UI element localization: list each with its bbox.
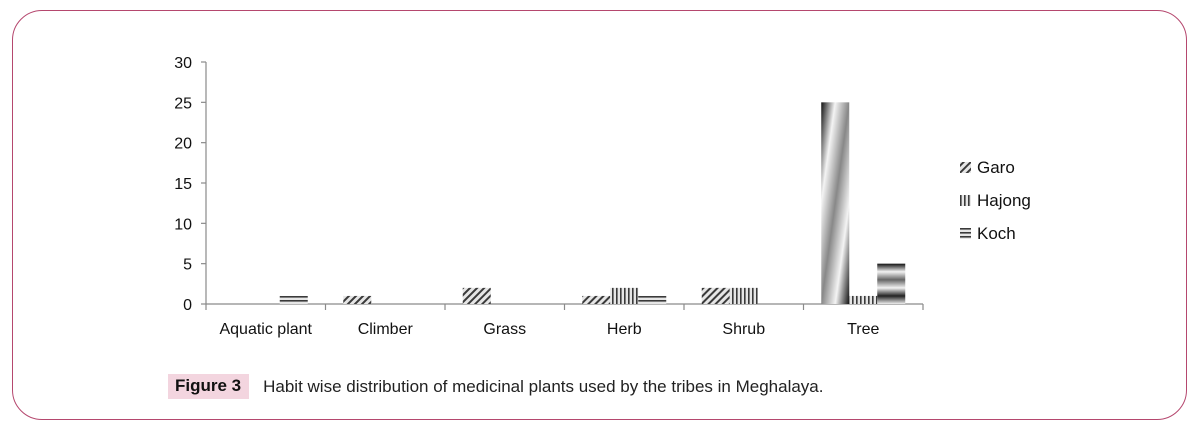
bar-hajong-herb <box>610 287 639 304</box>
y-tick-label: 30 <box>174 55 192 72</box>
legend-swatch-garo <box>960 162 971 173</box>
figure-label: Figure 3 <box>168 374 250 399</box>
legend-label-hajong: Hajong <box>977 191 1031 210</box>
y-tick-label: 5 <box>183 257 192 274</box>
x-tick-label: Climber <box>358 321 414 338</box>
bar-hajong-tree <box>849 295 878 304</box>
y-tick-label: 0 <box>183 297 192 314</box>
x-tick-label: Aquatic plant <box>219 321 312 338</box>
figure-caption: Figure 3 Habit wise distribution of medi… <box>168 374 823 399</box>
caption-text: Habit wise distribution of medicinal pla… <box>263 376 824 396</box>
y-tick-label: 20 <box>174 136 192 153</box>
legend-label-garo: Garo <box>977 158 1015 177</box>
bar-garo-herb <box>582 295 611 304</box>
y-tick-label: 15 <box>174 176 192 193</box>
x-tick-label: Herb <box>607 321 642 338</box>
bar-koch-herb <box>638 295 667 304</box>
bar-koch-tree <box>877 263 906 304</box>
x-tick-label: Grass <box>483 321 526 338</box>
bar-hajong-shrub <box>729 287 758 304</box>
bar-garo-shrub <box>701 287 730 304</box>
legend-swatch-koch <box>960 228 971 239</box>
legend-label-koch: Koch <box>977 224 1016 243</box>
x-tick-label: Shrub <box>722 321 765 338</box>
y-tick-label: 25 <box>174 95 192 112</box>
legend-swatch-hajong <box>960 195 971 206</box>
x-tick-label: Tree <box>847 321 879 338</box>
bar-garo-grass <box>462 287 491 304</box>
bar-koch-aquatic-plant <box>279 295 308 304</box>
y-tick-label: 10 <box>174 216 192 233</box>
figure-frame <box>12 10 1187 420</box>
bar-garo-tree <box>821 102 850 304</box>
bar-garo-climber <box>343 295 372 304</box>
